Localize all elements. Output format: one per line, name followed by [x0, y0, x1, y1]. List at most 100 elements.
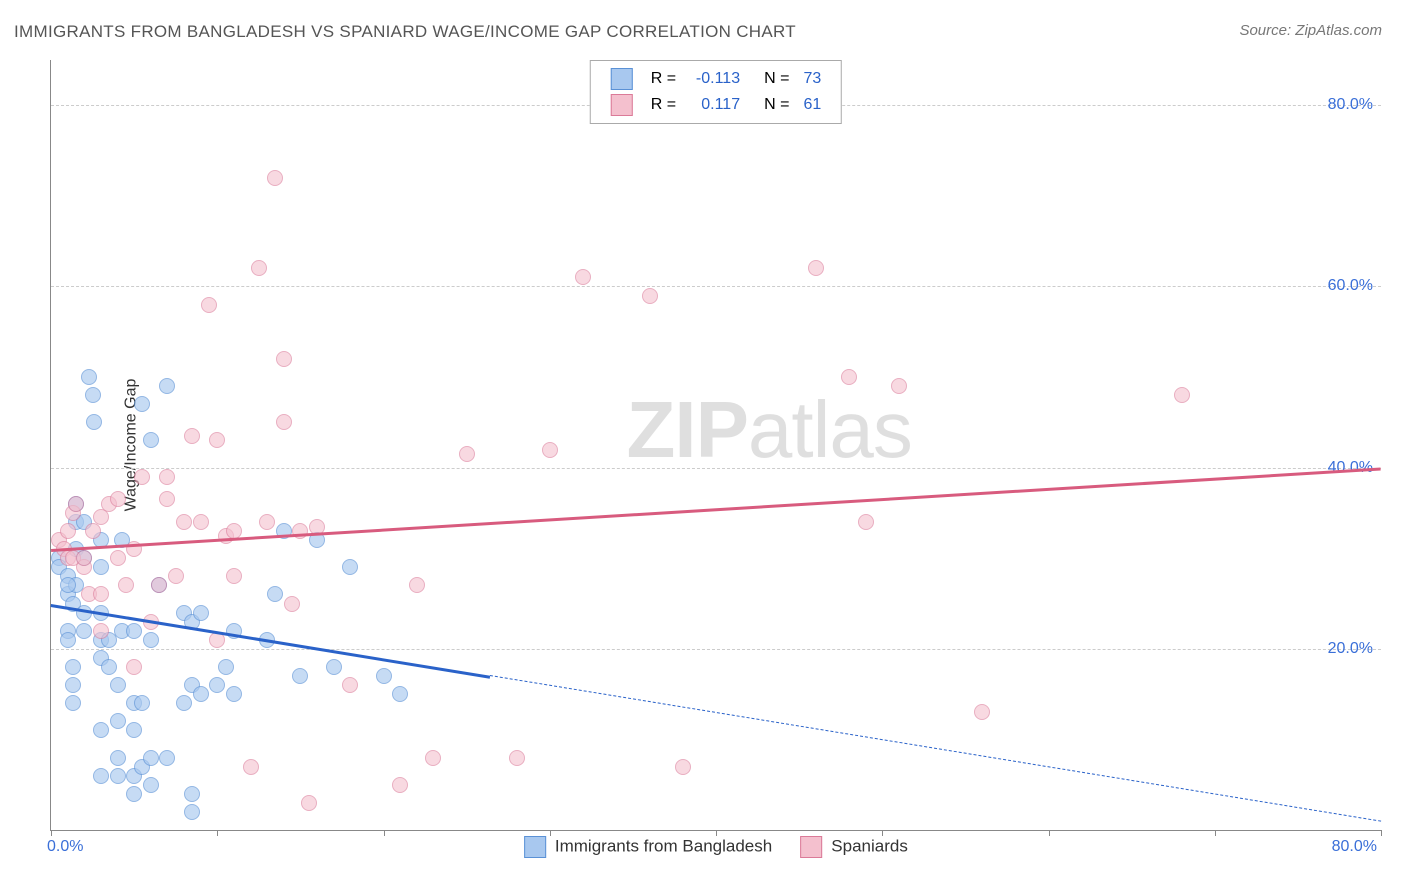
legend-n-label: N = — [748, 93, 795, 117]
legend-n-value: 73 — [797, 67, 827, 91]
x-tick-mark — [384, 830, 385, 836]
data-point — [184, 428, 200, 444]
data-point — [542, 442, 558, 458]
data-point — [93, 768, 109, 784]
data-point — [93, 722, 109, 738]
data-point — [209, 677, 225, 693]
data-point — [159, 469, 175, 485]
data-point — [392, 777, 408, 793]
data-point — [642, 288, 658, 304]
legend-n-label: N = — [748, 67, 795, 91]
plot-area: Wage/Income Gap ZIPatlas 20.0%40.0%60.0%… — [50, 60, 1381, 831]
data-point — [85, 523, 101, 539]
data-point — [110, 713, 126, 729]
data-point — [251, 260, 267, 276]
legend-r-value: 0.117 — [684, 93, 746, 117]
legend-swatch — [524, 836, 546, 858]
data-point — [93, 509, 109, 525]
data-point — [93, 559, 109, 575]
data-point — [184, 804, 200, 820]
data-point — [85, 387, 101, 403]
data-point — [60, 577, 76, 593]
data-point — [193, 686, 209, 702]
legend-n-value: 61 — [797, 93, 827, 117]
data-point — [134, 469, 150, 485]
data-point — [267, 586, 283, 602]
data-point — [292, 668, 308, 684]
legend-r-label: R = — [645, 93, 682, 117]
data-point — [65, 677, 81, 693]
data-point — [1174, 387, 1190, 403]
gridline — [51, 286, 1381, 287]
data-point — [93, 623, 109, 639]
data-point — [93, 586, 109, 602]
data-point — [841, 369, 857, 385]
data-point — [259, 514, 275, 530]
stats-legend: R =-0.113N =73R =0.117N =61 — [590, 60, 842, 124]
data-point — [159, 378, 175, 394]
data-point — [65, 659, 81, 675]
data-point — [226, 568, 242, 584]
data-point — [65, 695, 81, 711]
data-point — [243, 759, 259, 775]
regression-line — [51, 468, 1381, 553]
data-point — [267, 170, 283, 186]
y-tick-label: 60.0% — [1328, 277, 1373, 295]
data-point — [134, 396, 150, 412]
x-tick-mark — [1215, 830, 1216, 836]
data-point — [201, 297, 217, 313]
data-point — [110, 677, 126, 693]
data-point — [176, 695, 192, 711]
data-point — [159, 491, 175, 507]
data-point — [974, 704, 990, 720]
data-point — [342, 677, 358, 693]
data-point — [68, 496, 84, 512]
legend-r-label: R = — [645, 67, 682, 91]
data-point — [301, 795, 317, 811]
data-point — [459, 446, 475, 462]
data-point — [159, 750, 175, 766]
data-point — [110, 491, 126, 507]
data-point — [81, 369, 97, 385]
data-point — [808, 260, 824, 276]
y-tick-label: 20.0% — [1328, 640, 1373, 658]
data-point — [218, 659, 234, 675]
data-point — [226, 686, 242, 702]
data-point — [392, 686, 408, 702]
data-point — [118, 577, 134, 593]
data-point — [110, 750, 126, 766]
data-point — [143, 632, 159, 648]
data-point — [575, 269, 591, 285]
data-point — [86, 414, 102, 430]
watermark: ZIPatlas — [626, 384, 911, 476]
data-point — [409, 577, 425, 593]
data-point — [891, 378, 907, 394]
data-point — [143, 777, 159, 793]
data-point — [143, 750, 159, 766]
data-point — [284, 596, 300, 612]
data-point — [134, 695, 150, 711]
regression-line — [490, 675, 1381, 822]
gridline — [51, 649, 1381, 650]
x-tick-mark — [1381, 830, 1382, 836]
data-point — [151, 577, 167, 593]
data-point — [76, 550, 92, 566]
x-tick-label-left: 0.0% — [47, 838, 83, 856]
data-point — [342, 559, 358, 575]
data-point — [126, 659, 142, 675]
data-point — [110, 550, 126, 566]
data-point — [168, 568, 184, 584]
data-point — [675, 759, 691, 775]
x-tick-mark — [217, 830, 218, 836]
data-point — [126, 786, 142, 802]
data-point — [858, 514, 874, 530]
x-tick-mark — [1049, 830, 1050, 836]
data-point — [376, 668, 392, 684]
legend-swatch — [801, 836, 823, 858]
x-tick-mark — [51, 830, 52, 836]
legend-series-label: Immigrants from Bangladesh — [555, 836, 772, 855]
data-point — [126, 722, 142, 738]
data-point — [509, 750, 525, 766]
y-tick-label: 80.0% — [1328, 96, 1373, 114]
data-point — [326, 659, 342, 675]
